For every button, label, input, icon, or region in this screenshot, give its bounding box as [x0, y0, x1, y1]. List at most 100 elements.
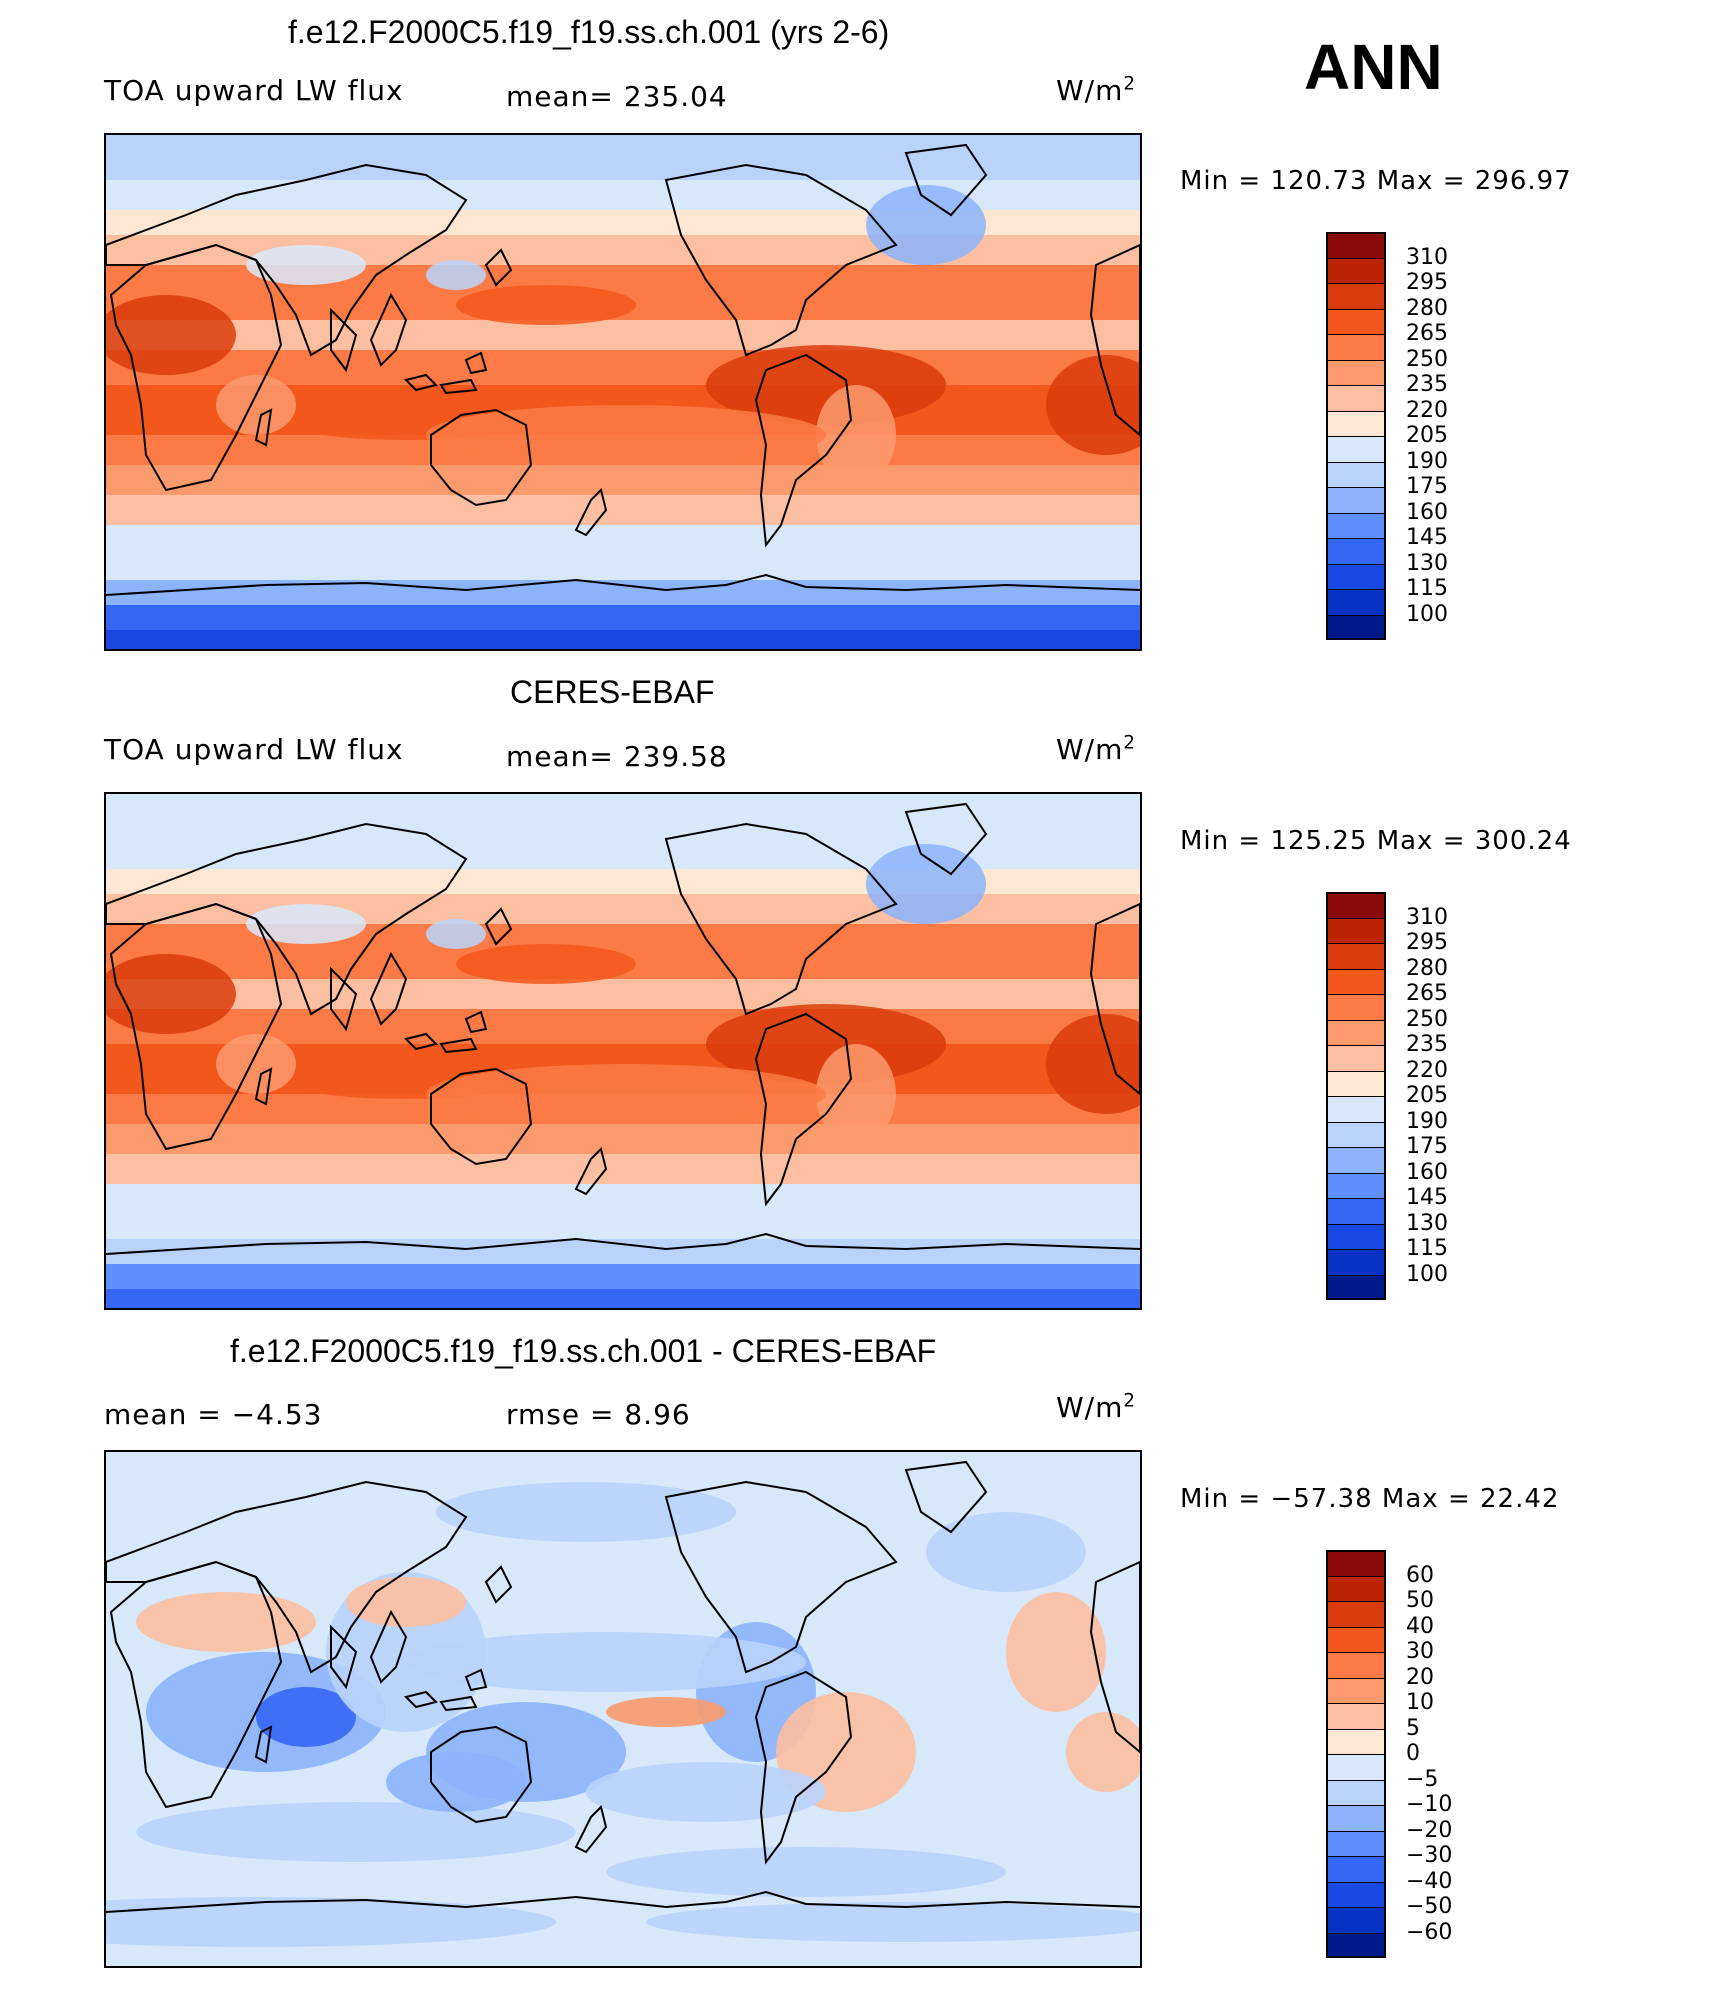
- colorbar-swatch: [1326, 1601, 1386, 1627]
- colorbar-tick-label: 220: [1406, 397, 1448, 423]
- colorbar-tick-label: 265: [1406, 321, 1448, 346]
- mean-label: mean = −4.53: [104, 1398, 323, 1431]
- panel-title: CERES-EBAF: [510, 674, 715, 710]
- colorbar-tick-label: −50: [1406, 1894, 1453, 1919]
- colorbar-tick-label: −40: [1406, 1868, 1453, 1894]
- mean-label: mean= 235.04: [506, 80, 728, 113]
- variable-label: TOA upward LW flux: [104, 733, 404, 766]
- colorbar-tick-label: 100: [1406, 601, 1448, 627]
- min-max-label: Min = −57.38 Max = 22.42: [1180, 1484, 1560, 1514]
- min-max-label: Min = 120.73 Max = 296.97: [1180, 166, 1572, 196]
- colorbar-swatch: [1326, 1274, 1386, 1300]
- colorbar-tick-label: 30: [1406, 1639, 1434, 1664]
- colorbar-tick-label: 50: [1406, 1588, 1434, 1613]
- colorbar-swatch: [1326, 1881, 1386, 1907]
- colorbar-swatch: [1326, 1932, 1386, 1958]
- colorbar: 60 50 40 30 20 10 5 0 −5 −10 −20 −30 −40 −50 −60: [1326, 1550, 1452, 1958]
- colorbar-tick-label: 190: [1406, 448, 1448, 474]
- colorbar-tick-label: 40: [1406, 1613, 1434, 1639]
- colorbar-swatch: [1326, 1147, 1386, 1173]
- colorbar-swatch: [1326, 1198, 1386, 1224]
- colorbar-swatch: [1326, 334, 1386, 360]
- colorbar-swatch: [1326, 385, 1386, 411]
- colorbar-tick-label: 130: [1406, 550, 1448, 576]
- colorbar-tick-label: 60: [1406, 1562, 1434, 1588]
- colorbar-swatch: [1326, 589, 1386, 615]
- colorbar-swatch: [1326, 1070, 1386, 1096]
- colorbar-swatch: [1326, 1019, 1386, 1045]
- colorbar-tick-label: 0: [1406, 1741, 1420, 1766]
- colorbar-tick-label: 145: [1406, 525, 1448, 550]
- mean-label: mean= 239.58: [506, 740, 728, 773]
- colorbar-swatch: [1326, 968, 1386, 994]
- colorbar-swatch: [1326, 487, 1386, 513]
- colorbar-swatch: [1326, 461, 1386, 487]
- colorbar-swatch: [1326, 1805, 1386, 1831]
- colorbar: 310 295 280 265 250 235 220 205 190 175 160 145 130 1…: [1326, 892, 1448, 1300]
- colorbar-tick-label: 235: [1406, 372, 1448, 397]
- colorbar-tick-label: 250: [1406, 1006, 1448, 1032]
- colorbar-swatch: [1326, 308, 1386, 334]
- colorbar-swatch: [1326, 1626, 1386, 1652]
- colorbar-tick-label: 295: [1406, 930, 1448, 955]
- units-label: W/m2: [1056, 73, 1136, 107]
- panel-title: f.e12.F2000C5.f19_f19.ss.ch.001 (yrs 2-6…: [288, 14, 890, 50]
- colorbar-swatch: [1326, 614, 1386, 640]
- colorbar-frame: [1326, 232, 1386, 640]
- colorbar-tick-label: 5: [1406, 1715, 1420, 1741]
- colorbar-tick-label: 20: [1406, 1664, 1434, 1690]
- map-observations: [104, 792, 1142, 1310]
- colorbar-tick-label: 190: [1406, 1108, 1448, 1134]
- colorbar-tick-label: 235: [1406, 1032, 1448, 1057]
- colorbar-swatch: [1326, 1096, 1386, 1122]
- colorbar-tick-label: 115: [1406, 576, 1448, 601]
- colorbar-tick-label: 280: [1406, 955, 1448, 981]
- colorbar-tick-label: 220: [1406, 1057, 1448, 1083]
- colorbar-swatch: [1326, 917, 1386, 943]
- colorbar-tick-label: 310: [1406, 904, 1448, 930]
- colorbar-tick-label: −20: [1406, 1817, 1453, 1843]
- colorbar-swatch: [1326, 1249, 1386, 1275]
- colorbar-swatch: [1326, 1677, 1386, 1703]
- colorbar-tick-label: 160: [1406, 499, 1448, 525]
- colorbar-tick-label: 10: [1406, 1690, 1434, 1715]
- colorbar-swatch: [1326, 1856, 1386, 1882]
- colorbar-swatch: [1326, 257, 1386, 283]
- colorbar-swatch: [1326, 410, 1386, 436]
- colorbar-swatch: [1326, 1172, 1386, 1198]
- colorbar-swatch: [1326, 512, 1386, 538]
- colorbar-tick-label: 175: [1406, 474, 1448, 499]
- colorbar-tick-label: −10: [1406, 1792, 1453, 1817]
- colorbar-tick-label: −30: [1406, 1843, 1453, 1868]
- colorbar-swatch: [1326, 1121, 1386, 1147]
- colorbar-swatch: [1326, 1652, 1386, 1678]
- colorbar-swatch: [1326, 1907, 1386, 1933]
- rmse-label: rmse = 8.96: [506, 1398, 691, 1431]
- colorbar-swatch: [1326, 1045, 1386, 1071]
- colorbar-tick-label: 250: [1406, 346, 1448, 372]
- colorbar-tick-label: 100: [1406, 1261, 1448, 1287]
- units-label: W/m2: [1056, 732, 1136, 766]
- colorbar-tick-label: −60: [1406, 1919, 1453, 1945]
- colorbar-swatch: [1326, 538, 1386, 564]
- map-difference: [104, 1450, 1142, 1968]
- colorbar-frame: [1326, 892, 1386, 1300]
- colorbar-tick-label: −5: [1406, 1766, 1439, 1792]
- colorbar-tick-label: 130: [1406, 1210, 1448, 1236]
- colorbar-tick-label: 295: [1406, 270, 1448, 295]
- colorbar-tick-label: 265: [1406, 981, 1448, 1006]
- min-max-label: Min = 125.25 Max = 300.24: [1180, 826, 1572, 856]
- variable-label: TOA upward LW flux: [104, 74, 404, 107]
- colorbar-tick-label: 205: [1406, 423, 1448, 448]
- colorbar-tick-label: 280: [1406, 295, 1448, 321]
- colorbar-swatch: [1326, 1223, 1386, 1249]
- colorbar-swatch: [1326, 1779, 1386, 1805]
- colorbar-swatch: [1326, 943, 1386, 969]
- colorbar-swatch: [1326, 563, 1386, 589]
- colorbar: 310 295 280 265 250 235 220 205 190 175 160 145 130 1…: [1326, 232, 1448, 640]
- colorbar-swatch: [1326, 1550, 1386, 1576]
- colorbar-swatch: [1326, 1728, 1386, 1754]
- panel-title: f.e12.F2000C5.f19_f19.ss.ch.001 - CERES-…: [230, 1333, 937, 1369]
- colorbar-swatch: [1326, 994, 1386, 1020]
- colorbar-tick-label: 160: [1406, 1159, 1448, 1185]
